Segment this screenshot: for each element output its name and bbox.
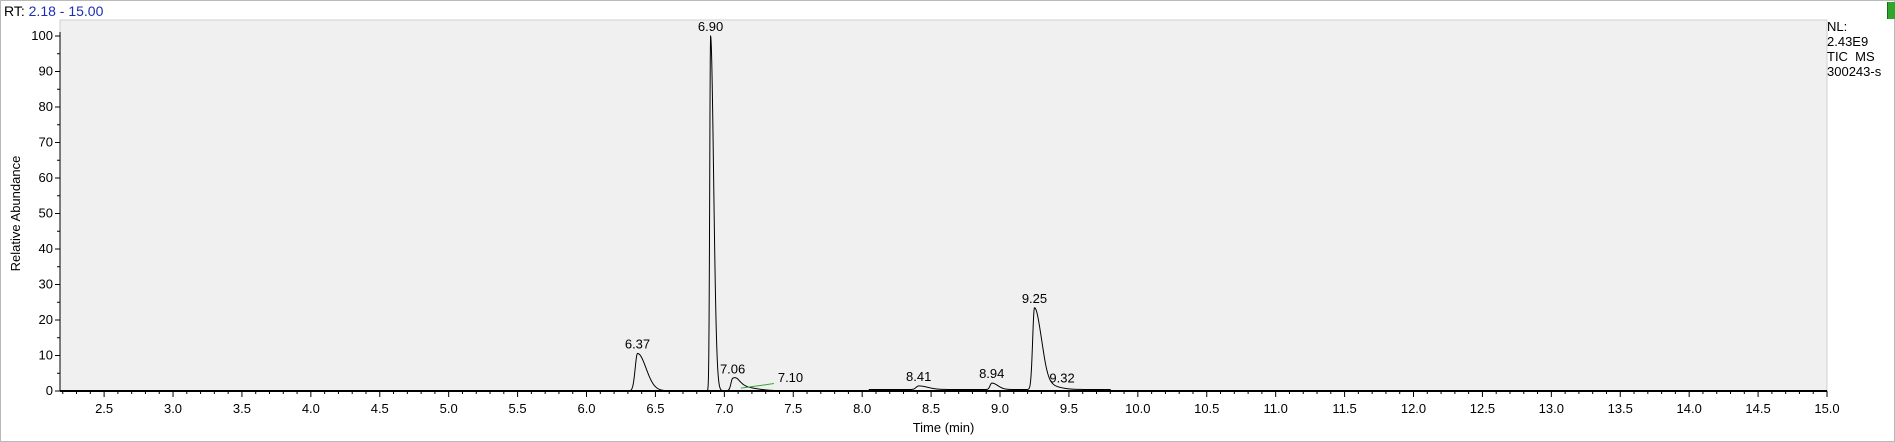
- x-tick-label: 3.0: [164, 401, 182, 416]
- x-tick-label: 12.5: [1470, 401, 1495, 416]
- peak-label: 8.41: [906, 369, 931, 384]
- y-axis-label: Relative Abundance: [8, 156, 23, 272]
- scan-filter: TIC MS: [1827, 49, 1875, 64]
- peak-label: 9.32: [1049, 370, 1074, 385]
- y-tick-label: 30: [39, 277, 53, 292]
- x-tick-label: 4.0: [302, 401, 320, 416]
- x-tick-label: 14.0: [1677, 401, 1702, 416]
- x-tick-label: 10.5: [1194, 401, 1219, 416]
- x-tick-label: 2.5: [95, 401, 113, 416]
- x-tick-label: 11.5: [1332, 401, 1356, 416]
- x-tick-label: 15.0: [1814, 401, 1839, 416]
- x-tick-label: 7.0: [715, 401, 733, 416]
- x-tick-label: 6.5: [646, 401, 664, 416]
- baseline-marker: [740, 383, 775, 389]
- y-tick-label: 0: [46, 383, 53, 398]
- x-tick-label: 13.5: [1608, 401, 1633, 416]
- y-tick-label: 20: [39, 312, 53, 327]
- y-tick-label: 100: [31, 28, 53, 43]
- x-tick-label: 14.5: [1745, 401, 1770, 416]
- x-tick-label: 5.5: [509, 401, 527, 416]
- tic-trace: [60, 35, 1827, 392]
- plot-area: [59, 19, 1828, 392]
- y-tick-label: 60: [39, 170, 53, 185]
- y-tick-label: 90: [39, 64, 53, 79]
- rt-prefix: RT:: [4, 3, 25, 19]
- peak-label: 6.90: [698, 19, 723, 34]
- x-axis-label: Time (min): [913, 420, 975, 435]
- x-tick-label: 3.5: [233, 401, 251, 416]
- peak-label: 7.06: [720, 361, 745, 376]
- nl-value: 2.43E9: [1827, 34, 1869, 49]
- y-tick-label: 40: [39, 241, 53, 256]
- y-tick-label: 70: [39, 135, 53, 150]
- x-tick-label: 9.0: [991, 401, 1009, 416]
- x-tick-label: 4.5: [371, 401, 389, 416]
- x-tick-label: 10.0: [1125, 401, 1150, 416]
- y-tick-label: 50: [39, 206, 53, 221]
- peak-label: 7.10: [778, 370, 803, 385]
- peak-label: 8.94: [979, 366, 1004, 381]
- file-name: 300243-s: [1827, 64, 1882, 79]
- x-tick-label: 5.0: [440, 401, 458, 416]
- x-tick-label: 13.0: [1539, 401, 1564, 416]
- rt-range-value: 2.18 - 15.00: [28, 3, 104, 19]
- x-tick-label: 9.5: [1060, 401, 1078, 416]
- x-tick-label: 8.0: [853, 401, 871, 416]
- x-tick-label: 11.0: [1264, 401, 1288, 416]
- panel-corner-tab[interactable]: [1887, 2, 1895, 19]
- nl-label: NL:: [1827, 19, 1848, 34]
- y-tick-label: 80: [39, 99, 53, 114]
- x-tick-label: 7.5: [784, 401, 802, 416]
- y-tick-label: 10: [39, 348, 53, 363]
- x-tick-label: 8.5: [922, 401, 940, 416]
- x-tick-label: 6.0: [577, 401, 595, 416]
- x-tick-label: 12.0: [1401, 401, 1426, 416]
- peak-label: 9.25: [1022, 291, 1047, 306]
- rt-range-header: RT: 2.18 - 15.00: [4, 3, 103, 19]
- peak-label: 6.37: [625, 336, 650, 351]
